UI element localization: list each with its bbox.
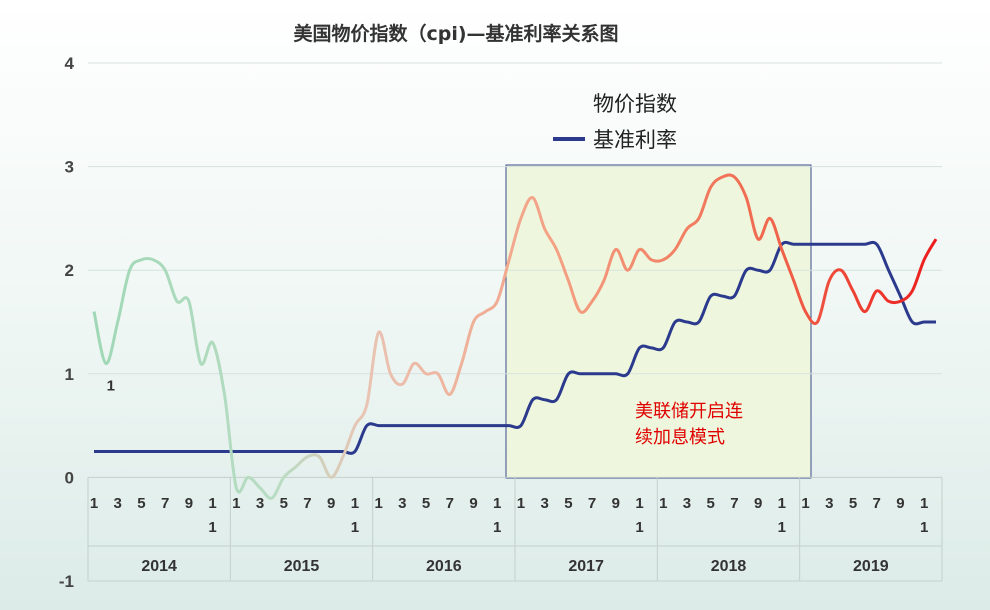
x-tick-label: 5 xyxy=(707,495,715,512)
x-tick-label: 9 xyxy=(896,495,904,512)
x-tick-label: 3 xyxy=(398,495,406,512)
x-tick-label: 7 xyxy=(161,495,169,512)
x-tick-label: 1 xyxy=(920,519,928,536)
x-tick-label: 7 xyxy=(446,495,454,512)
annotation-line-1: 美联储开启连 xyxy=(635,401,743,422)
x-year-label: 2014 xyxy=(141,558,177,575)
x-tick-label: 9 xyxy=(612,495,620,512)
x-tick-label: 1 xyxy=(517,495,525,512)
x-tick-label: 3 xyxy=(825,495,833,512)
y-tick-label: -1 xyxy=(59,572,74,591)
x-tick-label: 7 xyxy=(303,495,311,512)
y-tick-label: 1 xyxy=(65,365,74,384)
y-tick-label: 0 xyxy=(65,468,74,487)
x-tick-label: 1 xyxy=(635,519,643,536)
series-layer: 1 xyxy=(92,173,938,500)
x-tick-label: 7 xyxy=(873,495,881,512)
x-tick-label: 5 xyxy=(422,495,430,512)
x-tick-label: 3 xyxy=(256,495,264,512)
x-tick-label: 5 xyxy=(280,495,288,512)
y-tick-label: 4 xyxy=(65,54,75,73)
x-year-label: 2017 xyxy=(568,558,604,575)
x-tick-label: 1 xyxy=(208,495,216,512)
x-tick-label: 7 xyxy=(730,495,738,512)
series-line-rate xyxy=(94,240,936,455)
x-tick-label: 9 xyxy=(327,495,335,512)
x-tick-label: 1 xyxy=(801,495,809,512)
x-tick-label: 9 xyxy=(185,495,193,512)
legend-label-rate: 基准利率 xyxy=(593,128,677,152)
x-tick-label: 5 xyxy=(564,495,572,512)
x-tick-label: 5 xyxy=(849,495,857,512)
x-tick-label: 1 xyxy=(659,495,667,512)
x-tick-label: 1 xyxy=(493,495,501,512)
data-label: 1 xyxy=(107,377,115,394)
y-tick-label: 2 xyxy=(65,261,74,280)
x-year-label: 2019 xyxy=(853,558,889,575)
annotation-box xyxy=(505,164,812,479)
x-tick-label: 1 xyxy=(778,519,786,536)
chart-title: 美国物价指数（cpi)—基准利率关系图 xyxy=(293,22,618,45)
y-tick-label: 3 xyxy=(65,158,74,177)
x-tick-label: 1 xyxy=(232,495,240,512)
x-tick-label: 3 xyxy=(540,495,548,512)
x-year-label: 2015 xyxy=(284,558,320,575)
x-tick-label: 1 xyxy=(374,495,382,512)
annotation-line-2: 续加息模式 xyxy=(635,427,725,448)
x-tick-label: 1 xyxy=(351,519,359,536)
series-line-cpi xyxy=(92,173,938,500)
legend-label-cpi: 物价指数 xyxy=(593,92,677,116)
x-tick-label: 9 xyxy=(469,495,477,512)
x-year-label: 2016 xyxy=(426,558,462,575)
legend: 物价指数 基准利率 xyxy=(553,92,677,152)
x-tick-label: 1 xyxy=(778,495,786,512)
x-tick-label: 5 xyxy=(137,495,145,512)
x-tick-label: 1 xyxy=(920,495,928,512)
x-tick-label: 7 xyxy=(588,495,596,512)
x-tick-label: 1 xyxy=(351,495,359,512)
x-tick-label: 3 xyxy=(683,495,691,512)
x-tick-label: 3 xyxy=(114,495,122,512)
x-tick-label: 9 xyxy=(754,495,762,512)
x-tick-label: 1 xyxy=(635,495,643,512)
grid-layer xyxy=(87,62,943,582)
x-tick-label: 1 xyxy=(208,519,216,536)
x-tick-label: 1 xyxy=(90,495,98,512)
x-year-label: 2018 xyxy=(711,558,747,575)
x-tick-label: 1 xyxy=(493,519,501,536)
